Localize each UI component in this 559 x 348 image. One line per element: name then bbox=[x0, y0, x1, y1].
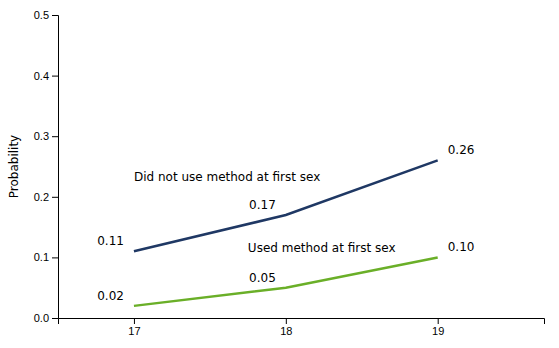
tick-label: 19 bbox=[432, 325, 444, 337]
data-label: 0.26 bbox=[448, 143, 475, 157]
labels: 0.11 0.17 0.26 Did not use method at first … bbox=[97, 143, 474, 302]
tick-mark bbox=[52, 76, 58, 77]
x-axis: 17 18 19 bbox=[59, 318, 545, 337]
tick-label: 17 bbox=[128, 325, 140, 337]
axis-line bbox=[52, 16, 59, 319]
data-label: 0.02 bbox=[97, 289, 124, 303]
tick: 19 bbox=[432, 318, 444, 337]
tick-mark bbox=[286, 318, 287, 324]
tick: 18 bbox=[280, 318, 292, 337]
tick: 0.5 bbox=[34, 9, 58, 21]
tick-mark bbox=[52, 318, 58, 319]
tick: 0.0 bbox=[34, 312, 58, 324]
tick: 0.2 bbox=[34, 191, 58, 203]
line bbox=[134, 160, 438, 251]
line bbox=[134, 257, 438, 305]
tick-label: 0.2 bbox=[34, 191, 49, 203]
marks bbox=[134, 160, 438, 305]
data-label: 0.10 bbox=[448, 240, 475, 254]
tick-mark bbox=[134, 318, 135, 324]
tick-mark bbox=[52, 15, 58, 16]
plot-area: 17 18 19 0.0 0.1 0.2 0.3 0.4 0.5 0.11 0.17 0.26 Did … bbox=[34, 9, 545, 337]
tick-label: 0.0 bbox=[34, 312, 49, 324]
y-axis: 0.0 0.1 0.2 0.3 0.4 0.5 bbox=[34, 9, 59, 324]
tick: 17 bbox=[128, 318, 140, 337]
tick-mark bbox=[52, 197, 58, 198]
tick-label: 0.4 bbox=[34, 70, 49, 82]
tick-label: 0.1 bbox=[34, 251, 49, 263]
chart: 17 18 19 0.0 0.1 0.2 0.3 0.4 0.5 0.11 0.17 0.26 Did … bbox=[0, 0, 559, 348]
axis-title: Probability bbox=[7, 135, 21, 198]
tick-mark bbox=[52, 136, 58, 137]
tick-label: 18 bbox=[280, 325, 292, 337]
data-label: 0.05 bbox=[249, 271, 276, 285]
tick-mark bbox=[52, 257, 58, 258]
data-label: 0.11 bbox=[97, 234, 124, 248]
tick-label: 0.3 bbox=[34, 130, 49, 142]
data-label: 0.17 bbox=[249, 198, 276, 212]
series-label: Did not use method at first sex bbox=[134, 170, 320, 184]
tick: 0.3 bbox=[34, 130, 58, 142]
tick-mark bbox=[438, 318, 439, 324]
axis-line bbox=[59, 319, 545, 325]
series-label: Used method at first sex bbox=[248, 241, 396, 255]
tick-label: 0.5 bbox=[34, 9, 49, 21]
tick: 0.1 bbox=[34, 251, 58, 263]
tick: 0.4 bbox=[34, 70, 58, 82]
